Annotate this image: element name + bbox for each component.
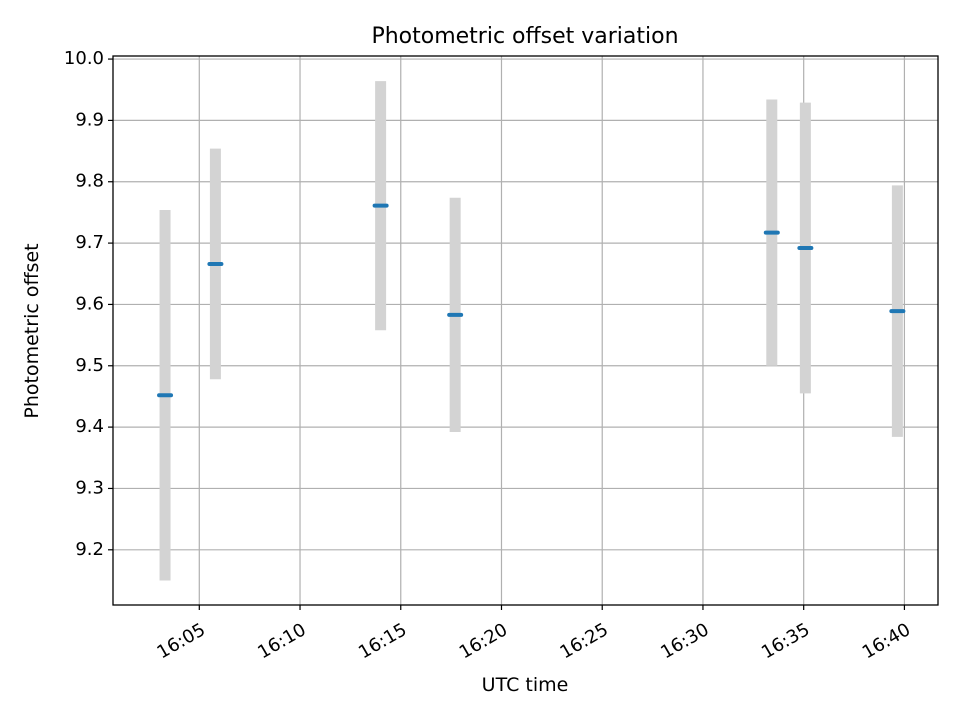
y-tick-label: 9.9 (75, 109, 104, 130)
y-tick-label: 9.4 (75, 416, 104, 437)
y-tick-label: 10.0 (64, 48, 104, 69)
y-tick-label: 9.8 (75, 171, 104, 192)
y-tick-label: 9.7 (75, 232, 104, 253)
y-tick-layer: 9.2 9.3 9.4 9.5 9.6 9.7 9.8 9.9 10.0 (64, 48, 113, 560)
plot-frame (112, 55, 939, 606)
x-tick-label: 16:15 (355, 619, 410, 663)
x-tick-label: 16:10 (254, 619, 309, 663)
x-axis-label: UTC time (482, 674, 569, 696)
x-tick-label: 16:30 (657, 619, 712, 663)
x-tick-layer: 16:05 16:10 16:15 16:20 16:25 16:30 16:35 16:40 (154, 605, 914, 663)
grid-layer (113, 56, 938, 605)
x-tick-label: 16:40 (859, 619, 914, 663)
y-axis-label: Photometric offset (21, 243, 43, 418)
x-tick-label: 16:20 (456, 619, 511, 663)
point-layer (157, 203, 906, 398)
y-tick-label: 9.3 (75, 477, 104, 498)
x-tick-label: 16:35 (758, 619, 813, 663)
x-tick-label: 16:25 (557, 619, 612, 663)
errorbar-layer (159, 81, 903, 581)
y-tick-label: 9.2 (75, 539, 104, 560)
y-tick-label: 9.5 (75, 355, 104, 376)
y-tick-label: 9.6 (75, 293, 104, 314)
x-tick-label: 16:05 (154, 619, 209, 663)
chart-title: Photometric offset variation (371, 24, 678, 49)
